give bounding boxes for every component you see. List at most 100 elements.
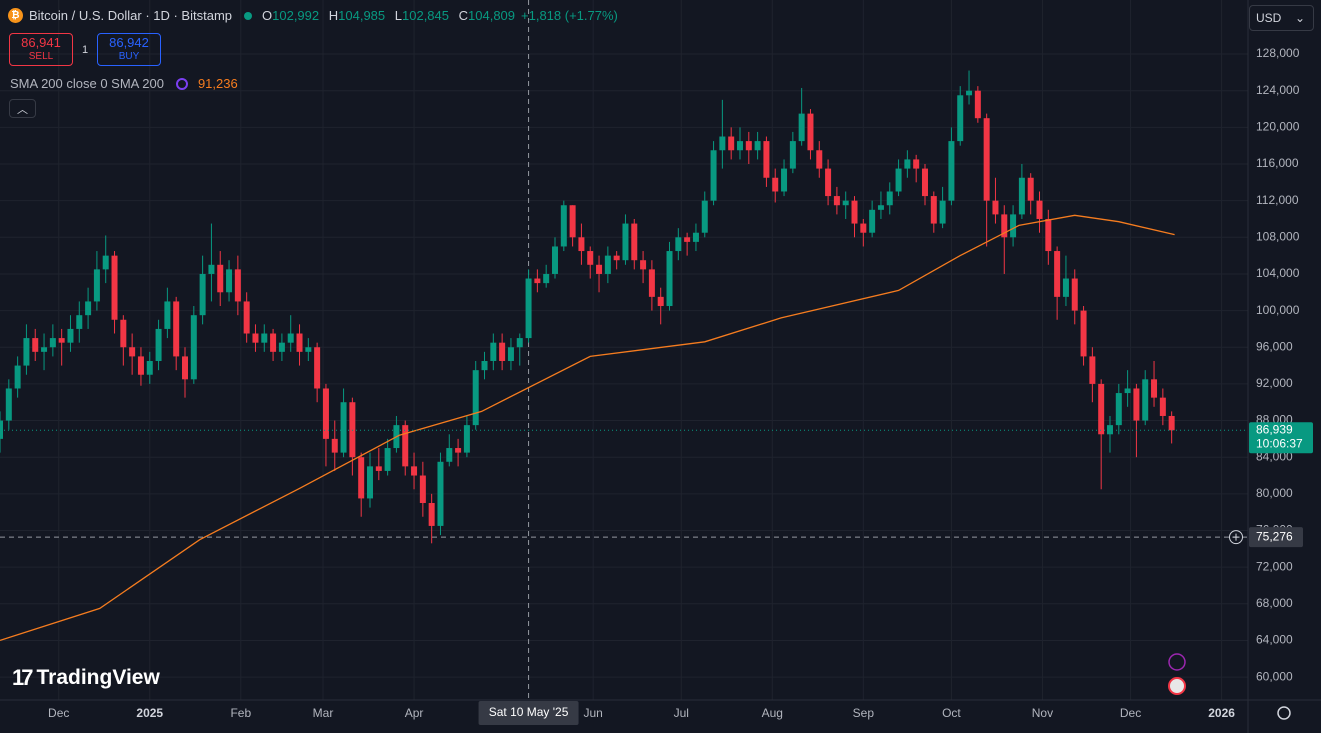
indicator-legend[interactable]: SMA 200 close 0 SMA 200 91,236	[10, 76, 238, 91]
currency: USD	[1256, 11, 1282, 25]
indicator-value: 91,236	[197, 76, 238, 91]
candle-body	[102, 255, 109, 270]
ohlc-key: H	[328, 8, 339, 23]
candle-body	[710, 150, 717, 201]
candle-body	[816, 150, 823, 169]
candle-body	[1071, 278, 1078, 311]
candle-body	[1027, 177, 1034, 201]
watermark-text: TradingView	[36, 666, 160, 689]
market-status	[244, 11, 252, 20]
trade-buttons: 86,941 SELL 1 86,942 BUY	[9, 33, 161, 66]
candle-body	[314, 347, 321, 389]
x-tick-label: Jul	[674, 706, 689, 720]
add-alert-icon[interactable]	[1229, 530, 1243, 545]
candle-body	[287, 333, 294, 343]
candle-body	[173, 301, 180, 357]
candle-body	[640, 260, 647, 270]
candle-body	[781, 168, 788, 192]
candle-body	[164, 301, 171, 329]
candle-body	[886, 191, 893, 206]
last-price-label: 86,939	[1256, 422, 1293, 436]
chevron: ⌄	[1294, 11, 1305, 25]
sell-button[interactable]: 86,941 SELL	[9, 33, 73, 66]
candle-body	[93, 269, 100, 302]
sell-label: SELL	[28, 50, 54, 62]
candle-body	[67, 328, 74, 343]
buy-button[interactable]: 86,942 BUY	[97, 33, 161, 66]
candle-body	[41, 347, 48, 352]
candle-body	[913, 159, 920, 169]
candle-body	[296, 333, 303, 352]
y-tick-label: 120,000	[1256, 120, 1300, 134]
ohlc-key: C	[458, 8, 469, 23]
candle-body	[1159, 397, 1166, 416]
candle-body	[966, 90, 973, 96]
y-tick-label: 60,000	[1256, 669, 1293, 683]
candle-body	[516, 338, 523, 348]
candle-body	[137, 356, 144, 375]
settings-icon[interactable]	[1277, 706, 1291, 720]
candle-body	[1089, 356, 1096, 384]
y-tick-label: 108,000	[1256, 229, 1300, 243]
change: +1,818 (+1.77%)	[521, 8, 618, 23]
candle-body	[745, 141, 752, 151]
candle-body	[190, 315, 197, 380]
x-tick-label: Apr	[405, 706, 424, 720]
candle-body	[1106, 425, 1113, 435]
candle-body	[278, 342, 285, 352]
y-tick-label: 124,000	[1256, 83, 1300, 97]
candle-body	[5, 388, 12, 421]
y-tick-label: 100,000	[1256, 303, 1300, 317]
collapse-button[interactable]: ︿	[9, 99, 36, 118]
x-tick-label: Dec	[1120, 706, 1141, 720]
x-tick-label: Oct	[942, 706, 961, 720]
sma-line	[0, 214, 1175, 642]
candle-body	[58, 338, 65, 343]
candle-body	[622, 223, 629, 261]
candle-body	[701, 200, 708, 233]
candle-body	[983, 118, 990, 201]
symbol-header: ₿ Bitcoin / U.S. Dollar · 1D · Bitstamp …	[8, 8, 618, 23]
candle-body	[499, 342, 506, 361]
y-tick-label: 112,000	[1256, 193, 1299, 207]
currency-select[interactable]: USD ⌄	[1249, 5, 1314, 31]
candle-body	[1115, 393, 1122, 426]
candle-body	[921, 168, 928, 197]
ohlc: O102,992 H104,985 L102,845 C104,809	[262, 8, 521, 23]
candle-body	[340, 402, 347, 453]
candle-body	[1151, 379, 1158, 398]
candle-body	[23, 338, 30, 366]
symbol[interactable]: Bitcoin / U.S. Dollar · 1D · Bitstamp	[29, 8, 232, 23]
candle-body	[181, 356, 188, 380]
candle-body	[1045, 218, 1052, 252]
crosshair-y-label: 75,276	[1256, 529, 1293, 543]
candle-body	[1010, 214, 1017, 238]
candle-body	[402, 425, 409, 467]
sell-price: 86,941	[21, 34, 61, 50]
candle-body	[507, 347, 514, 361]
candle-body	[481, 360, 488, 371]
candle-body	[85, 301, 92, 316]
event-icon	[1168, 677, 1186, 695]
candle-body	[525, 278, 532, 339]
candle-body	[869, 209, 876, 233]
candle-body	[534, 278, 541, 284]
candle-body	[807, 113, 814, 151]
y-tick-label: 68,000	[1256, 596, 1293, 610]
candle-body	[428, 503, 435, 526]
candle-body	[234, 269, 241, 302]
x-tick-label: Mar	[313, 706, 334, 720]
candle-body	[860, 223, 867, 233]
candle-body	[455, 448, 462, 453]
candle-body	[111, 255, 118, 320]
candle-body	[798, 113, 805, 142]
ohlc-value: 102,845	[402, 8, 449, 23]
candle-body	[446, 448, 453, 462]
candle-body	[270, 333, 277, 352]
last-price-box	[1249, 422, 1313, 454]
candle-body	[657, 296, 664, 307]
candle-body	[155, 328, 162, 361]
y-tick-label: 128,000	[1256, 46, 1300, 60]
candle-body	[904, 159, 911, 169]
